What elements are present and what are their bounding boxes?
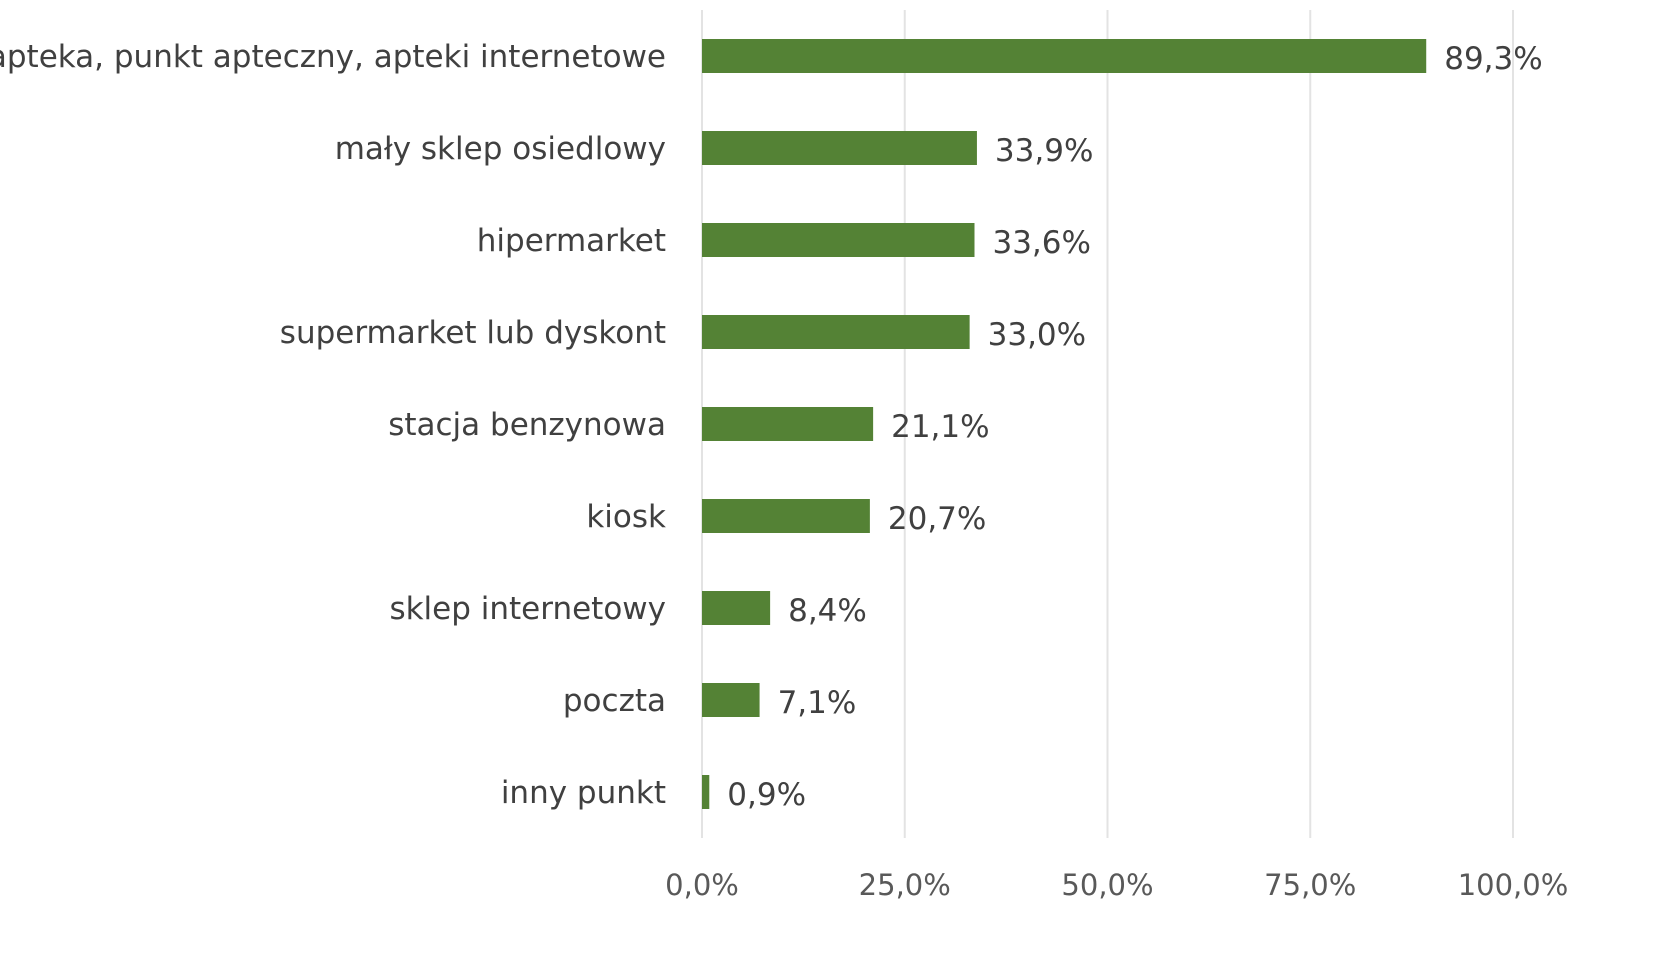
category-label: poczta [563, 683, 666, 719]
data-label: 20,7% [888, 501, 986, 537]
data-label: 33,0% [988, 317, 1086, 353]
x-tick-label: 0,0% [665, 868, 739, 902]
data-label: 33,9% [995, 133, 1093, 169]
category-label: apteka, punkt apteczny, apteki interneto… [0, 39, 666, 75]
data-label: 21,1% [891, 409, 989, 445]
bar [702, 39, 1427, 73]
bar [702, 683, 760, 717]
bar [702, 407, 874, 441]
category-label: sklep internetowy [389, 591, 666, 627]
x-tick-label: 75,0% [1264, 868, 1356, 902]
category-labels: apteka, punkt apteczny, apteki interneto… [0, 39, 666, 811]
bars [702, 39, 1427, 809]
bar [702, 775, 710, 809]
x-tick-label: 50,0% [1061, 868, 1153, 902]
data-label: 33,6% [992, 225, 1090, 261]
value-labels: 89,3% 33,9% 33,6% 33,0% 21,1% 20,7% 8,4% 7,1% 0,… [727, 41, 1542, 813]
x-tick-label: 100,0% [1458, 868, 1569, 902]
bar [702, 591, 771, 625]
bar [702, 315, 970, 349]
category-label: hipermarket [477, 223, 666, 259]
bar [702, 131, 977, 165]
category-label: mały sklep osiedlowy [335, 131, 666, 167]
data-label: 8,4% [788, 593, 867, 629]
category-label: inny punkt [501, 775, 666, 811]
x-axis-tick-labels: 0,0% 25,0% 50,0% 75,0% 100,0% [665, 868, 1568, 902]
category-label: supermarket lub dyskont [280, 315, 666, 351]
data-label: 89,3% [1444, 41, 1542, 77]
data-label: 7,1% [778, 685, 857, 721]
bar [702, 499, 870, 533]
data-label: 0,9% [727, 777, 806, 813]
category-label: kiosk [586, 499, 666, 535]
category-label: stacja benzynowa [388, 407, 666, 443]
x-tick-label: 25,0% [859, 868, 951, 902]
bar [702, 223, 975, 257]
